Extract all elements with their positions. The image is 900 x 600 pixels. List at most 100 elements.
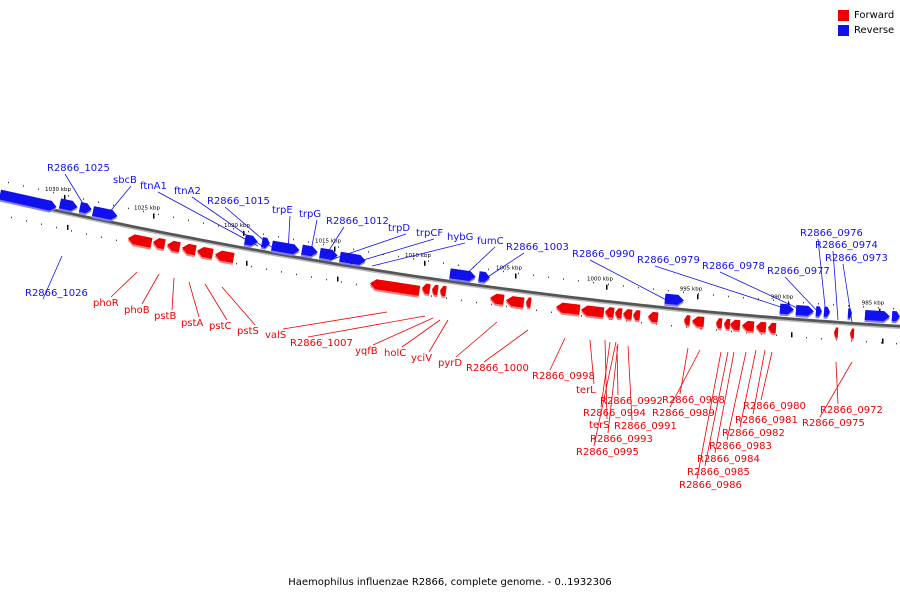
gene-arrow-body bbox=[301, 244, 318, 257]
gene-arrow-body bbox=[167, 240, 181, 253]
reverse-gene-arrow[interactable] bbox=[664, 293, 684, 308]
minor-tick-bottom bbox=[671, 325, 672, 327]
tick-label: 1020 kbp bbox=[224, 223, 250, 229]
forward-gene-arrow[interactable] bbox=[166, 240, 181, 255]
reverse-gene-label-leader bbox=[107, 185, 132, 215]
reverse-gene-arrow[interactable] bbox=[478, 271, 491, 284]
forward-gene-arrow[interactable] bbox=[525, 297, 532, 310]
gene-arrow-body bbox=[182, 243, 197, 256]
gene-arrow-body bbox=[768, 322, 777, 334]
forward-gene-arrow[interactable] bbox=[489, 293, 505, 307]
forward-gene-arrow[interactable] bbox=[196, 246, 214, 261]
reverse-gene-arrow[interactable] bbox=[891, 311, 900, 324]
reverse-gene-arrow[interactable] bbox=[58, 198, 79, 214]
reverse-gene-label-leader bbox=[832, 250, 839, 321]
forward-gene-arrow[interactable] bbox=[691, 316, 705, 330]
reverse-gene-arrow[interactable] bbox=[91, 206, 119, 223]
reverse-gene-arrow[interactable] bbox=[318, 247, 339, 263]
tick-label: 990 kbp bbox=[771, 294, 794, 300]
forward-gene-arrow[interactable] bbox=[715, 318, 723, 331]
reverse-gene-label-leader bbox=[157, 191, 259, 247]
forward-gene-arrow[interactable] bbox=[614, 308, 623, 321]
gene-arrow-body bbox=[623, 309, 633, 320]
forward-gene-label-leader bbox=[752, 349, 766, 415]
minor-tick-top bbox=[23, 185, 24, 187]
minor-tick-bottom bbox=[341, 281, 342, 283]
forward-gene-arrow[interactable] bbox=[647, 311, 659, 325]
reverse-gene-label: R2866_0979 bbox=[637, 255, 700, 266]
gene-arrow-body bbox=[581, 305, 605, 318]
forward-gene-arrow[interactable] bbox=[683, 315, 691, 328]
gene-arrow-body bbox=[756, 321, 767, 333]
forward-gene-arrow[interactable] bbox=[439, 285, 447, 299]
reverse-gene-label: R2866_1003 bbox=[506, 242, 569, 253]
gene-arrow-body bbox=[440, 285, 447, 297]
forward-gene-label-leader bbox=[835, 361, 839, 405]
gene-arrow-body bbox=[716, 318, 723, 329]
reverse-gene-arrow[interactable] bbox=[270, 240, 301, 258]
forward-gene-arrow[interactable] bbox=[421, 283, 431, 297]
forward-gene-arrow[interactable] bbox=[369, 278, 421, 298]
forward-gene-label: yqfB bbox=[355, 346, 378, 357]
forward-gene-arrow[interactable] bbox=[755, 321, 767, 335]
forward-gene-arrow[interactable] bbox=[431, 284, 439, 298]
forward-gene-arrow[interactable] bbox=[152, 237, 166, 252]
legend-label-reverse: Reverse bbox=[854, 25, 895, 36]
gene-arrow-body bbox=[684, 315, 691, 326]
forward-gene-arrow[interactable] bbox=[622, 309, 633, 322]
reverse-gene-arrow[interactable] bbox=[78, 202, 93, 216]
reverse-gene-arrow[interactable] bbox=[815, 306, 822, 319]
reverse-gene-label: ftnA2 bbox=[174, 186, 201, 197]
reverse-gene-arrow[interactable] bbox=[823, 306, 831, 319]
gene-arrow-body bbox=[153, 238, 166, 250]
minor-tick-top bbox=[788, 300, 789, 303]
gene-arrow-body bbox=[664, 293, 684, 305]
gene-arrow-body bbox=[526, 297, 532, 308]
gene-arrow-body bbox=[0, 189, 57, 211]
forward-gene-label: R2866_0982 bbox=[722, 428, 785, 439]
minor-tick-bottom bbox=[11, 216, 12, 219]
minor-tick-bottom bbox=[641, 321, 642, 324]
forward-gene-arrow[interactable] bbox=[833, 327, 839, 340]
forward-gene-label-leader bbox=[739, 349, 757, 428]
gene-arrow-body bbox=[197, 247, 214, 259]
gene-arrow-body bbox=[244, 234, 258, 246]
forward-gene-arrow[interactable] bbox=[181, 243, 197, 258]
forward-gene-arrow[interactable] bbox=[580, 305, 605, 320]
reverse-gene-arrow[interactable] bbox=[864, 310, 891, 324]
minor-tick-top bbox=[113, 204, 114, 207]
gene-arrow-body bbox=[724, 318, 731, 330]
reverse-gene-arrow[interactable] bbox=[0, 189, 58, 214]
forward-gene-arrow[interactable] bbox=[604, 307, 615, 320]
minor-tick-top bbox=[653, 288, 654, 290]
forward-gene-label-leader bbox=[188, 281, 200, 318]
reverse-gene-label-leader bbox=[817, 238, 827, 317]
major-tick-bottom bbox=[67, 224, 69, 230]
reverse-gene-label: trpD bbox=[388, 223, 410, 234]
forward-gene-arrow[interactable] bbox=[214, 250, 235, 265]
forward-gene-arrow[interactable] bbox=[632, 310, 641, 323]
forward-gene-arrow[interactable] bbox=[767, 322, 777, 336]
forward-gene-label-leader bbox=[604, 339, 608, 420]
forward-gene-arrow[interactable] bbox=[741, 320, 755, 334]
forward-gene-arrow[interactable] bbox=[729, 319, 741, 333]
reverse-gene-label: R2866_0976 bbox=[800, 228, 863, 239]
forward-gene-arrow[interactable] bbox=[723, 318, 731, 332]
major-tick bbox=[515, 273, 517, 279]
forward-gene-arrow[interactable] bbox=[505, 295, 525, 310]
major-tick bbox=[64, 194, 66, 200]
forward-gene-label-leader bbox=[483, 329, 529, 363]
forward-gene-arrow[interactable] bbox=[555, 302, 581, 317]
forward-gene-arrow[interactable] bbox=[127, 233, 153, 250]
forward-gene-arrow[interactable] bbox=[849, 328, 855, 341]
reverse-gene-label-leader bbox=[323, 226, 345, 259]
forward-gene-label-leader bbox=[593, 341, 617, 447]
minor-tick-bottom bbox=[551, 311, 552, 313]
reverse-gene-label-leader bbox=[479, 252, 525, 283]
minor-tick-top bbox=[863, 306, 864, 308]
reverse-gene-label: hybG bbox=[447, 232, 473, 243]
reverse-gene-arrow[interactable] bbox=[300, 244, 319, 260]
minor-tick-top bbox=[893, 307, 894, 310]
forward-gene-label-leader bbox=[726, 351, 747, 441]
forward-gene-label-leader bbox=[221, 286, 256, 326]
